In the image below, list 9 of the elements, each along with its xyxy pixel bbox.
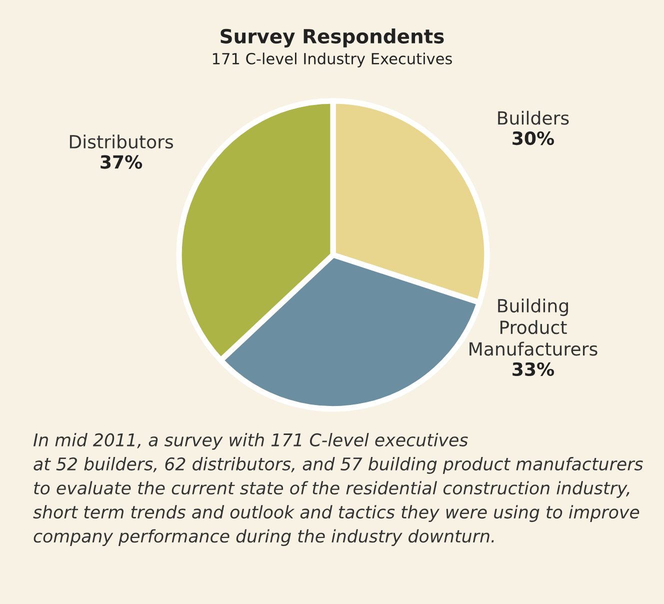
slice-label: Builders bbox=[498, 110, 569, 125]
slice-label: Building Product Manufacturers bbox=[470, 298, 598, 356]
text: In mid 2011, a survey with 171 C-level executives at 52 builders, 62 distributors, and 57 building product manufacturers to evaluate the current state of the residential construction industry, short term trends and outlook and tactics they were using to improve company performance during the industry downturn. bbox=[33, 433, 643, 546]
data-label: 33% bbox=[512, 362, 554, 376]
chart-subtitle: 171 C-level Industry Executives bbox=[212, 52, 452, 68]
data-label: 37% bbox=[100, 155, 142, 169]
slice-label: Distributors bbox=[70, 134, 174, 149]
data-label: 30% bbox=[512, 131, 554, 146]
chart-title: Survey Respondents bbox=[220, 28, 444, 48]
